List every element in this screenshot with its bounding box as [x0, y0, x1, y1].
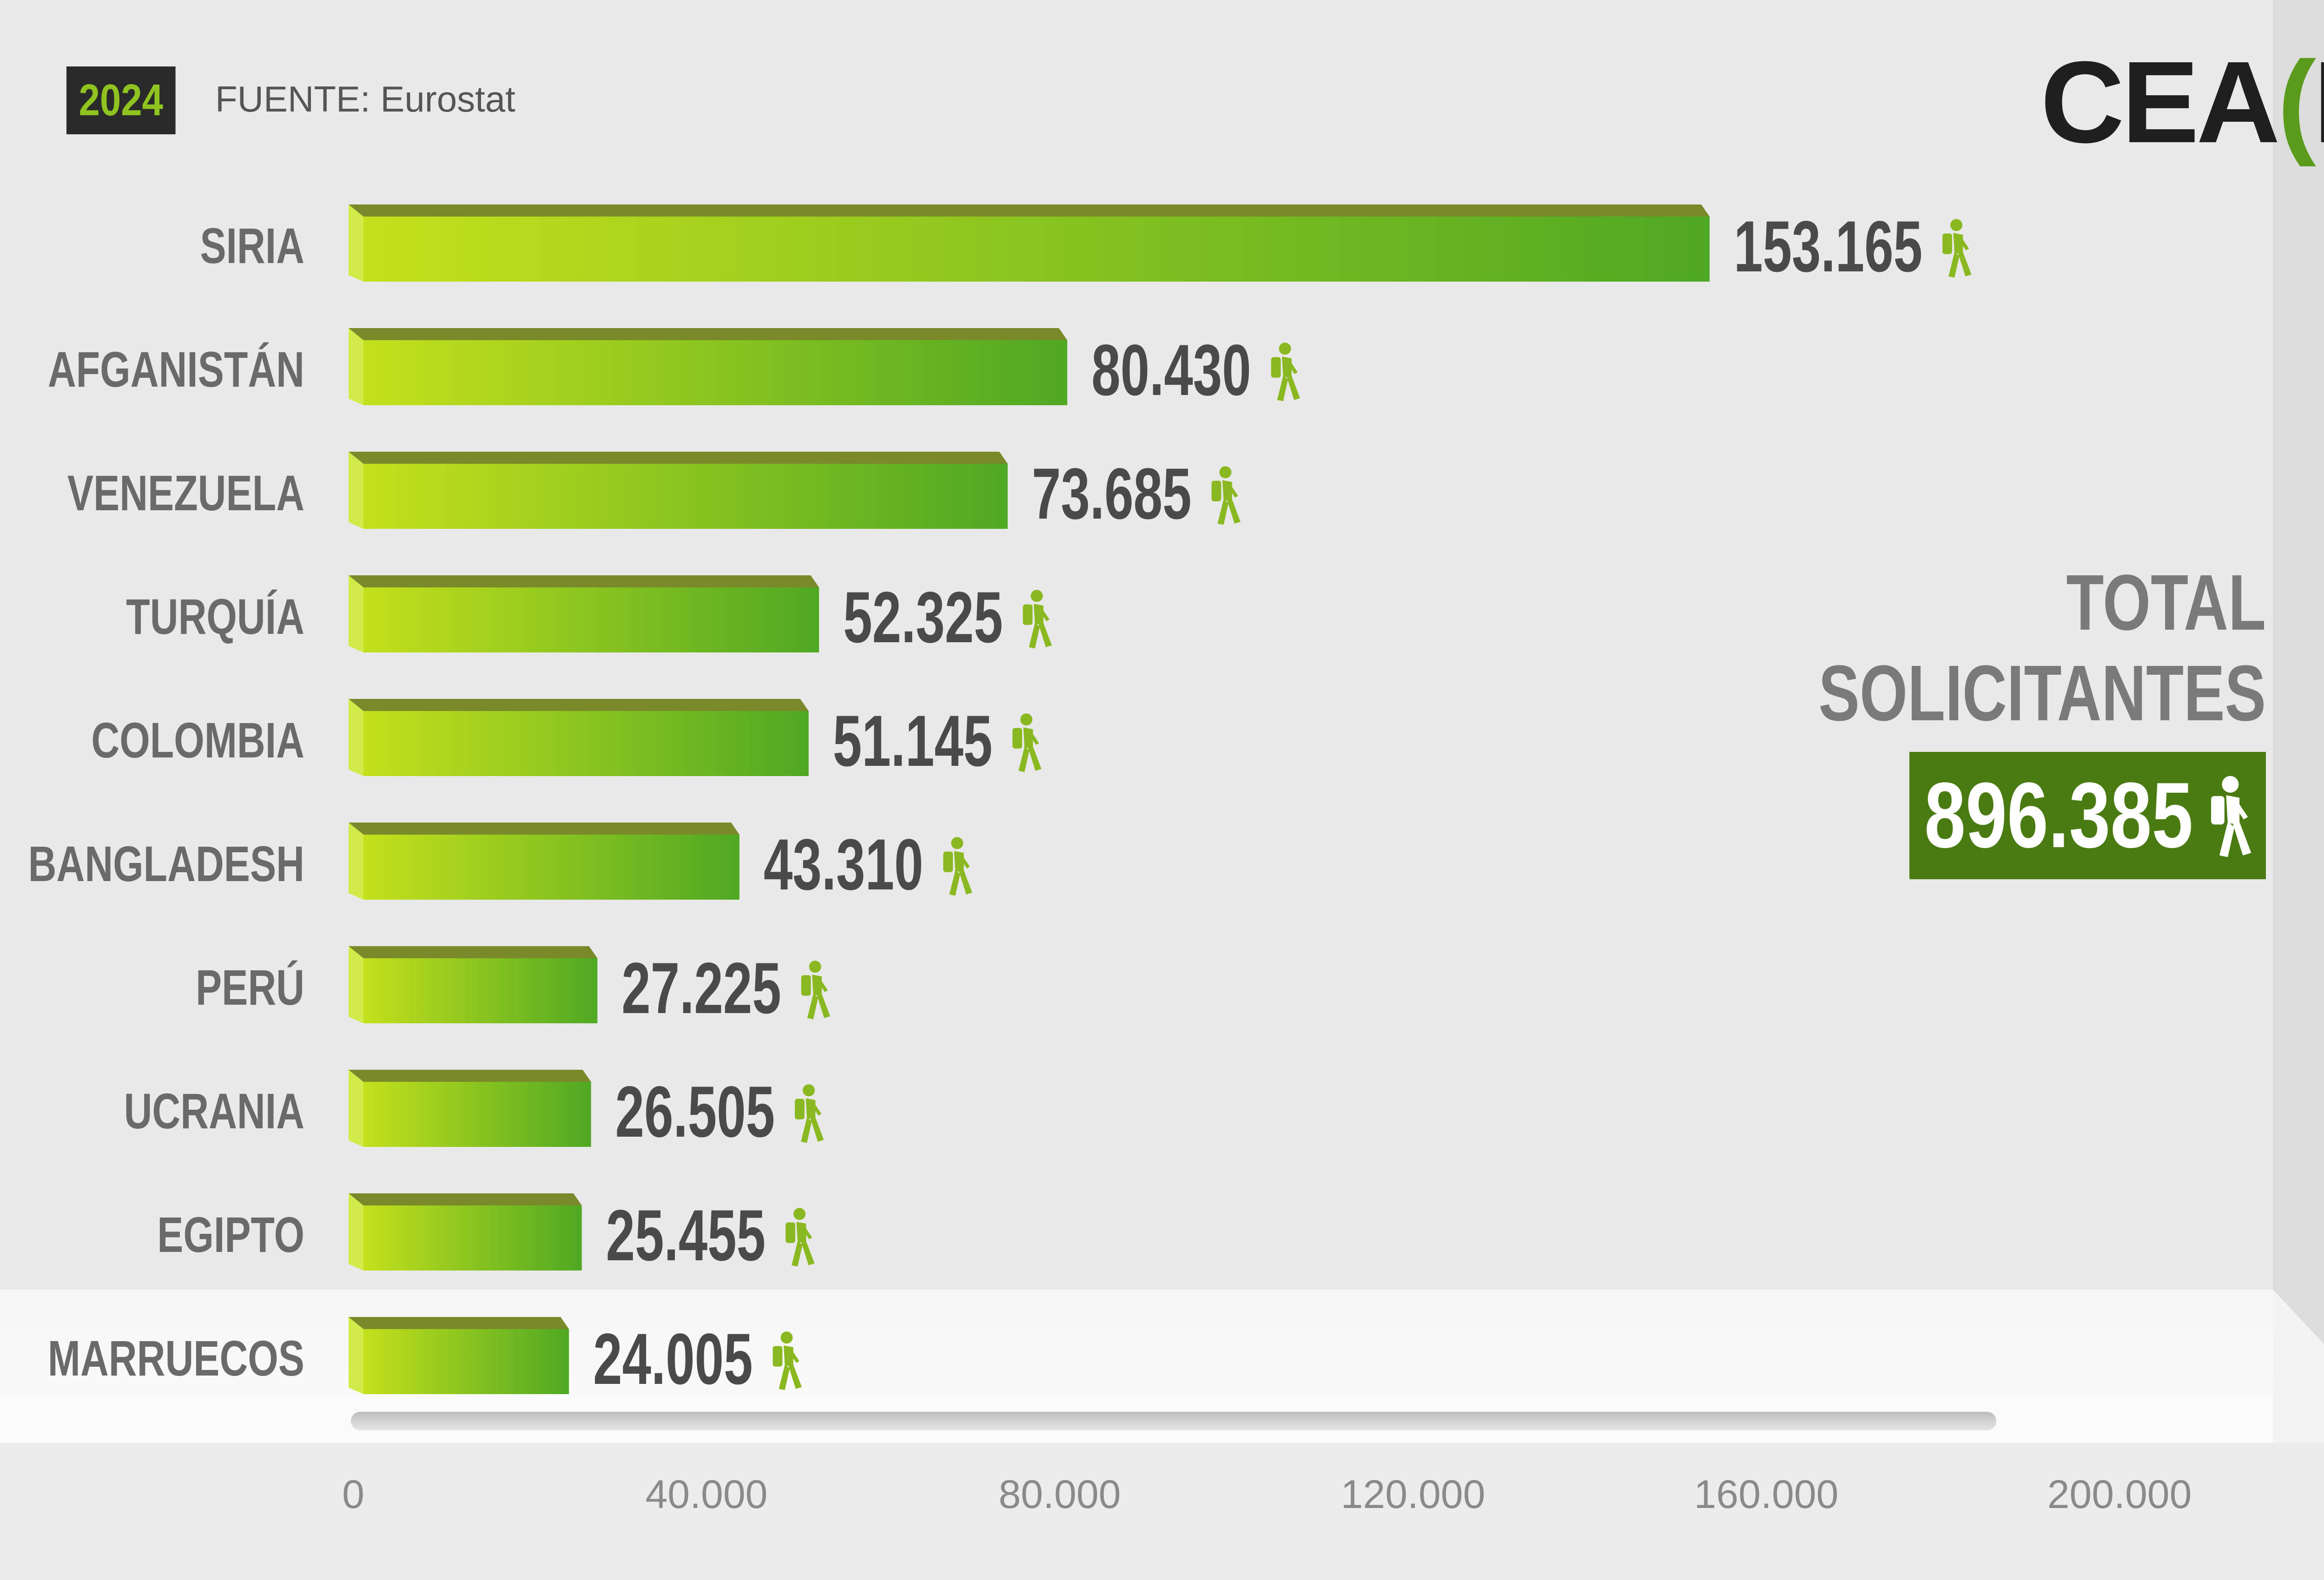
bar-group: VENEZUELA 73.685	[67, 452, 1192, 534]
bar-top	[349, 1193, 582, 1205]
bar-group: SIRIA 153.165	[200, 204, 1922, 287]
bar-top	[349, 328, 1068, 340]
bar	[363, 958, 598, 1023]
total-value: 896.385	[1924, 764, 2193, 867]
bar-side	[349, 946, 363, 1023]
bar-category-label: TURQUÍA	[126, 588, 304, 645]
x-tick-label: 40.000	[645, 1472, 767, 1517]
total-title-line2: SOLICITANTES	[1818, 649, 2266, 737]
bar-value-label: 43.310	[764, 824, 923, 905]
bar	[363, 217, 1710, 282]
logo-open-bracket: (	[2277, 37, 2316, 167]
bar	[363, 1329, 569, 1394]
walking-person-icon	[1271, 342, 1301, 402]
bar	[363, 1205, 582, 1271]
bar-category-label: MARRUECOS	[48, 1330, 304, 1387]
x-tick-label: 80.000	[998, 1472, 1121, 1517]
logo-letter: R	[2313, 37, 2324, 167]
bar-top	[349, 204, 1710, 217]
walking-person-icon	[801, 961, 831, 1020]
bar-side	[349, 1070, 363, 1147]
bar-group: UCRANIA 26.505	[124, 1070, 775, 1152]
right-wall	[2273, 0, 2324, 1344]
walking-person-icon	[2202, 775, 2253, 859]
bar	[363, 340, 1068, 405]
walking-person-icon	[795, 1084, 824, 1143]
total-title-line1: TOTAL	[2066, 559, 2266, 647]
bar	[363, 835, 739, 900]
bar	[363, 1082, 591, 1147]
floor-shadow	[351, 1412, 1996, 1430]
bar	[363, 587, 819, 652]
bar-category-label: COLOMBIA	[91, 712, 304, 769]
source-label: FUENTE: Eurostat	[215, 79, 515, 119]
bar-top	[349, 452, 1008, 464]
walking-person-icon	[943, 837, 972, 896]
bar-value-label: 26.505	[615, 1071, 775, 1152]
bar-side	[349, 575, 363, 652]
bar-side	[349, 328, 363, 405]
bar-category-label: UCRANIA	[124, 1083, 304, 1139]
bar-category-label: EGIPTO	[157, 1206, 304, 1263]
bar-category-label: VENEZUELA	[67, 465, 304, 521]
bar-group: PERÚ 27.225	[196, 946, 781, 1028]
bar-side	[349, 204, 363, 282]
walking-person-icon	[1023, 590, 1052, 649]
bar-top	[349, 1070, 591, 1082]
ceaR-logo: CEA(R)	[2040, 44, 2324, 160]
bar-top	[349, 1317, 569, 1329]
bar-value-label: 51.145	[833, 700, 992, 781]
bar-top	[349, 946, 598, 958]
bar-group: MARRUECOS 24.005	[48, 1317, 753, 1399]
right-floor-edge	[2273, 1290, 2324, 1443]
walking-person-icon	[1012, 713, 1042, 772]
walking-person-icon	[786, 1208, 815, 1267]
x-tick-label: 0	[342, 1472, 364, 1517]
bar-value-label: 80.430	[1091, 329, 1251, 410]
bar-category-label: PERÚ	[196, 959, 304, 1016]
bar-side	[349, 699, 363, 776]
bar-value-label: 153.165	[1734, 206, 1922, 287]
bar-value-label: 24.005	[593, 1318, 753, 1399]
bar-group: TURQUÍA 52.325	[126, 575, 1003, 658]
bar-category-label: AFGANISTÁN	[48, 341, 304, 398]
x-tick-label: 200.000	[2047, 1472, 2192, 1517]
x-tick-label: 160.000	[1694, 1472, 1839, 1517]
bar-top	[349, 699, 809, 711]
walking-person-icon	[1942, 219, 1972, 278]
x-tick-label: 120.000	[1341, 1472, 1486, 1517]
bar-value-label: 27.225	[621, 948, 781, 1028]
year-badge: 2024	[66, 66, 176, 134]
bar-top	[349, 823, 739, 835]
total-value-box: 896.385	[1909, 752, 2266, 879]
bar-group: EGIPTO 25.455	[157, 1193, 766, 1276]
floor-front	[0, 1443, 2324, 1580]
bar-side	[349, 1193, 363, 1271]
bar-category-label: BANGLADESH	[28, 836, 304, 892]
bar-group: AFGANISTÁN 80.430	[48, 328, 1251, 410]
bar-value-label: 25.455	[606, 1195, 766, 1276]
total-title: TOTAL SOLICITANTES	[1818, 558, 2266, 739]
bar	[363, 464, 1008, 529]
bar-side	[349, 1317, 363, 1394]
bar-value-label: 52.325	[843, 577, 1003, 658]
walking-person-icon	[1211, 466, 1241, 525]
bar-value-label: 73.685	[1032, 453, 1191, 534]
bar-group: BANGLADESH 43.310	[28, 823, 923, 905]
bar-group: COLOMBIA 51.145	[91, 699, 992, 781]
bar-side	[349, 823, 363, 900]
bar	[363, 711, 809, 776]
logo-prefix: CEA	[2040, 37, 2280, 167]
bar-side	[349, 452, 363, 529]
bar-top	[349, 575, 819, 587]
bar-category-label: SIRIA	[200, 217, 304, 274]
